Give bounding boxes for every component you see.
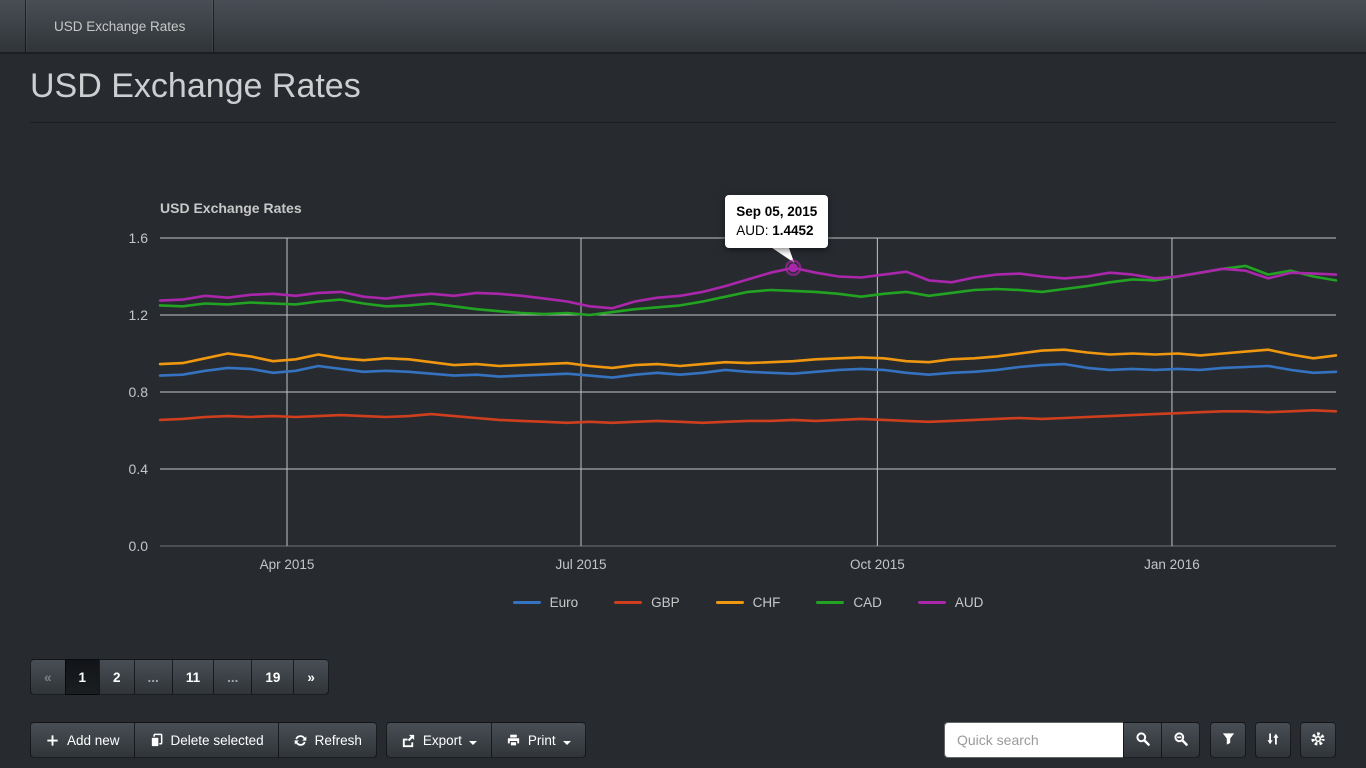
svg-text:Jul 2015: Jul 2015 bbox=[555, 557, 606, 572]
legend-item-cad[interactable]: CAD bbox=[816, 595, 882, 610]
chart-tooltip: Sep 05, 2015 AUD: 1.4452 bbox=[725, 195, 829, 248]
search-icon bbox=[1135, 731, 1151, 750]
delete-selected-label: Delete selected bbox=[170, 732, 264, 748]
exchange-rates-chart[interactable]: 0.0 0.4 0.8 1.2 1.6 Apr 2015 Jul 2015 Oct 2015 J… bbox=[0, 187, 1366, 577]
search-minus-icon bbox=[1173, 731, 1189, 750]
sort-icon bbox=[1265, 731, 1281, 750]
legend-item-euro[interactable]: Euro bbox=[512, 595, 579, 610]
nav-tab-usd-exchange-rates[interactable]: USD Exchange Rates bbox=[25, 0, 215, 52]
page-prev-button: « bbox=[30, 659, 66, 695]
svg-text:Oct 2015: Oct 2015 bbox=[850, 557, 905, 572]
page-11-button[interactable]: 11 bbox=[171, 659, 215, 695]
pagination: «1 2... 11... 19» bbox=[30, 659, 1366, 695]
caret-down-icon bbox=[468, 733, 477, 748]
legend-label: AUD bbox=[954, 595, 984, 610]
sort-button[interactable] bbox=[1255, 722, 1291, 758]
svg-text:Jan 2016: Jan 2016 bbox=[1144, 557, 1200, 572]
page-next-button[interactable]: » bbox=[293, 659, 329, 695]
tooltip-date: Sep 05, 2015 bbox=[736, 204, 818, 219]
refresh-label: Refresh bbox=[314, 732, 362, 748]
legend-item-aud[interactable]: AUD bbox=[917, 595, 984, 610]
legend-swatch-icon bbox=[614, 601, 643, 604]
legend-swatch-icon bbox=[917, 601, 946, 604]
footer-toolbar: Add new Delete selected Refresh Expor bbox=[30, 722, 1336, 758]
delete-selected-button[interactable]: Delete selected bbox=[133, 722, 279, 758]
svg-text:0.0: 0.0 bbox=[129, 538, 149, 554]
quick-search-input[interactable] bbox=[944, 722, 1124, 758]
add-new-button[interactable]: Add new bbox=[30, 722, 135, 758]
page-title: USD Exchange Rates bbox=[30, 67, 361, 105]
clear-search-button[interactable] bbox=[1161, 722, 1200, 758]
svg-text:0.4: 0.4 bbox=[129, 461, 149, 477]
search-tools bbox=[944, 722, 1336, 758]
chart-legend: Euro GBP CHF CAD AUD bbox=[160, 595, 1336, 610]
edit-button-group: Add new Delete selected Refresh bbox=[30, 722, 377, 758]
svg-text:1.6: 1.6 bbox=[129, 230, 149, 246]
print-label: Print bbox=[527, 732, 556, 748]
legend-label: CAD bbox=[853, 595, 882, 610]
gear-icon bbox=[1310, 731, 1326, 750]
legend-swatch-icon bbox=[715, 601, 744, 604]
svg-text:1.2: 1.2 bbox=[129, 307, 149, 323]
top-navbar: USD Exchange Rates bbox=[0, 0, 1366, 54]
grid-action-buttons: Add new Delete selected Refresh Expor bbox=[30, 722, 586, 758]
settings-button[interactable] bbox=[1300, 722, 1336, 758]
legend-item-chf[interactable]: CHF bbox=[715, 595, 781, 610]
svg-text:0.8: 0.8 bbox=[129, 384, 149, 400]
filter-button[interactable] bbox=[1210, 722, 1246, 758]
nav-tab-label: USD Exchange Rates bbox=[54, 18, 186, 34]
legend-label: Euro bbox=[549, 595, 579, 610]
print-button[interactable]: Print bbox=[490, 722, 586, 758]
legend-label: GBP bbox=[651, 595, 680, 610]
tooltip-value: 1.4452 bbox=[772, 223, 814, 238]
legend-label: CHF bbox=[752, 595, 781, 610]
page-1-button[interactable]: 1 bbox=[64, 659, 101, 695]
caret-down-icon bbox=[562, 733, 571, 748]
plus-icon bbox=[45, 733, 60, 748]
legend-swatch-icon bbox=[512, 601, 541, 604]
quick-search-group bbox=[944, 722, 1200, 758]
output-button-group: Export Print bbox=[385, 722, 586, 758]
export-button[interactable]: Export bbox=[385, 722, 492, 758]
page-gap-1-button[interactable]: ... bbox=[133, 659, 173, 695]
svg-text:USD Exchange Rates: USD Exchange Rates bbox=[160, 200, 302, 216]
refresh-button[interactable]: Refresh bbox=[277, 722, 377, 758]
page-gap-2-button[interactable]: ... bbox=[213, 659, 253, 695]
refresh-icon bbox=[293, 733, 308, 748]
title-divider bbox=[30, 122, 1336, 123]
page-19-button[interactable]: 19 bbox=[251, 659, 295, 695]
filter-icon bbox=[1221, 731, 1236, 749]
legend-item-gbp[interactable]: GBP bbox=[614, 595, 680, 610]
add-new-label: Add new bbox=[67, 732, 120, 748]
tooltip-value-line: AUD: 1.4452 bbox=[736, 221, 817, 240]
legend-swatch-icon bbox=[816, 601, 845, 604]
svg-text:Apr 2015: Apr 2015 bbox=[260, 557, 315, 572]
export-label: Export bbox=[422, 732, 462, 748]
search-button[interactable] bbox=[1123, 722, 1162, 758]
export-icon bbox=[401, 733, 416, 748]
printer-icon bbox=[506, 733, 521, 748]
tooltip-series-label: AUD: bbox=[736, 223, 769, 238]
page-2-button[interactable]: 2 bbox=[99, 659, 135, 695]
copy-pages-icon bbox=[149, 733, 164, 748]
chart-canvas[interactable]: 0.0 0.4 0.8 1.2 1.6 Apr 2015 Jul 2015 Oct 2015 J… bbox=[0, 187, 1366, 577]
